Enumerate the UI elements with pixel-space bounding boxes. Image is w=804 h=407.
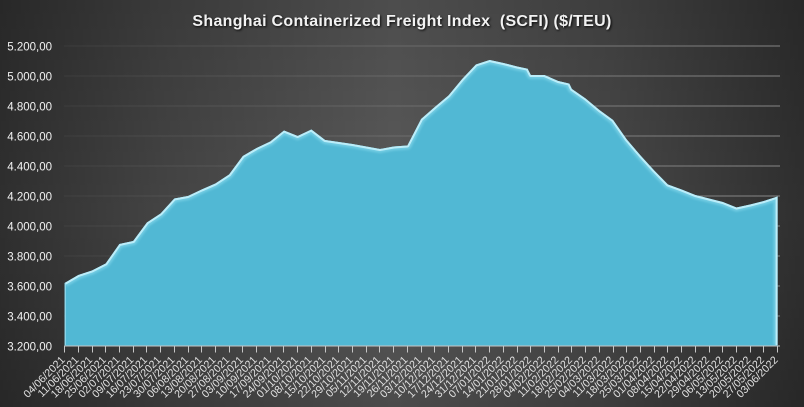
svg-text:4.200,00: 4.200,00: [7, 191, 52, 203]
svg-text:5.200,00: 5.200,00: [7, 41, 52, 53]
svg-text:4.600,00: 4.600,00: [7, 131, 52, 143]
svg-text:3.600,00: 3.600,00: [7, 281, 52, 293]
svg-text:3.800,00: 3.800,00: [7, 251, 52, 263]
svg-text:3.400,00: 3.400,00: [7, 311, 52, 323]
svg-text:5.000,00: 5.000,00: [7, 71, 52, 83]
svg-text:4.400,00: 4.400,00: [7, 161, 52, 173]
svg-text:4.800,00: 4.800,00: [7, 101, 52, 113]
svg-text:3.200,00: 3.200,00: [7, 341, 52, 353]
svg-text:4.000,00: 4.000,00: [7, 221, 52, 233]
